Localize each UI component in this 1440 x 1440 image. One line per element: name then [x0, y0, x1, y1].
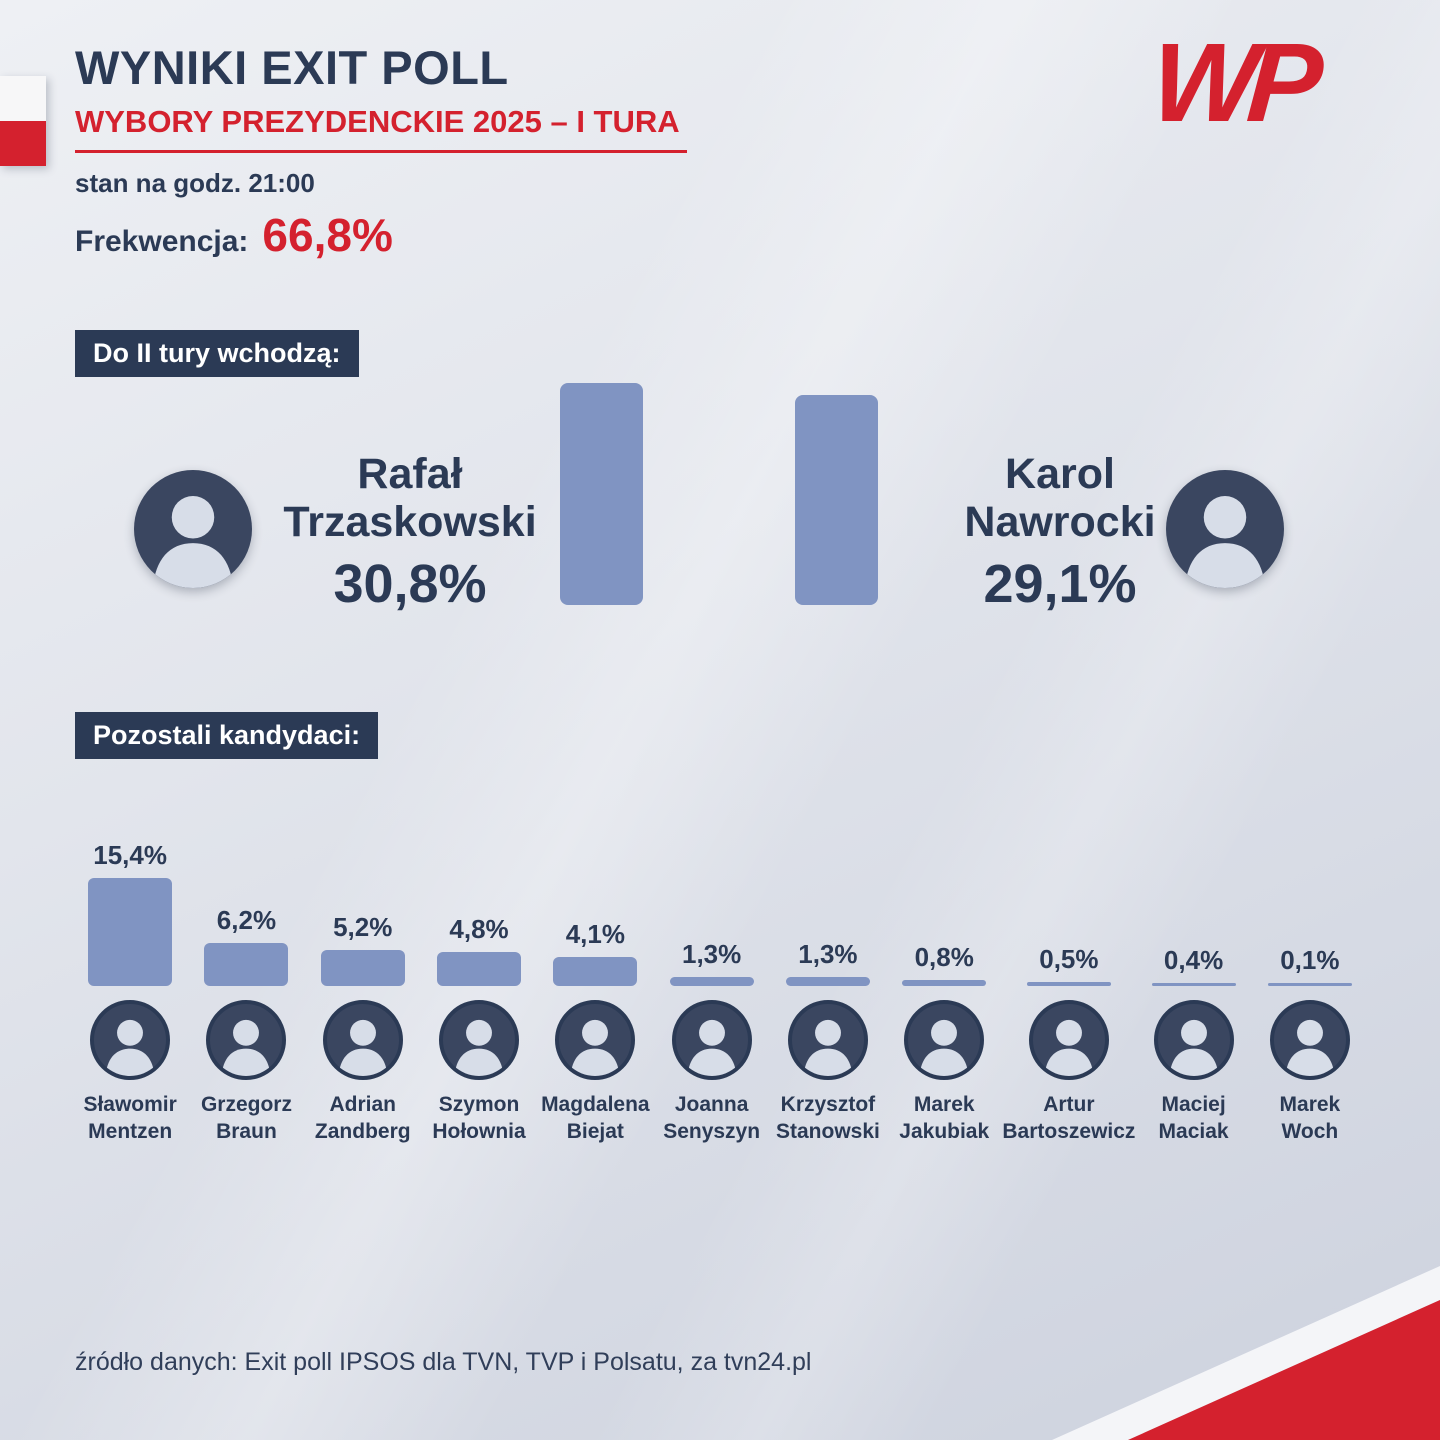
candidate-column: 0,1% Marek Woch: [1252, 834, 1368, 1146]
candidate-photo: [1028, 1000, 1109, 1080]
candidate-bar: [204, 943, 289, 986]
source-note: źródło danych: Exit poll IPSOS dla TVN, …: [75, 1348, 812, 1376]
candidate-name: Maciej Maciak: [1158, 1093, 1229, 1143]
candidate-bar: [669, 977, 754, 986]
candidate-name: Krzysztof Stanowski: [775, 1093, 880, 1143]
candidate-pct: 4,1%: [565, 919, 625, 949]
candidate-column: 15,4% Sławomir Mentzen: [72, 834, 188, 1146]
candidate-column: 4,1% Magdalena Biejat: [537, 834, 653, 1146]
candidate-photo: [1153, 1000, 1234, 1080]
candidate-photo: [1269, 1000, 1350, 1080]
finalist-first-name: Rafał: [357, 450, 463, 498]
candidate-pct: 15,4%: [93, 840, 167, 870]
candidate-column: 0,5% Artur Bartoszewicz: [1002, 834, 1135, 1146]
candidate-photo: [787, 1000, 868, 1080]
candidate-pct: 0,8%: [914, 942, 974, 972]
status-time: stan na godz. 21:00: [75, 168, 315, 198]
candidate-name: Grzegorz Braun: [200, 1093, 292, 1143]
finalist-first-name: Karol: [1005, 450, 1115, 498]
photo-trzaskowski: [134, 470, 252, 588]
candidate-name: Adrian Zandberg: [314, 1093, 411, 1143]
candidate-bar: [1151, 983, 1236, 986]
candidate-name: Marek Woch: [1279, 1093, 1341, 1143]
wp-logo: WP: [1147, 20, 1317, 145]
flag-red-band: [0, 121, 46, 166]
finalist-percentage: 30,8%: [333, 554, 487, 615]
candidate-bar: [1267, 983, 1352, 986]
candidate-column: 0,4% Maciej Maciak: [1135, 834, 1251, 1146]
candidate-name: Marek Jakubiak: [899, 1093, 990, 1143]
candidate-column: 4,8% Szymon Hołownia: [421, 834, 537, 1146]
finalists-badge: Do II tury wchodzą:: [75, 330, 359, 377]
candidate-photo: [206, 1000, 287, 1080]
subtitle-underline: [75, 150, 687, 153]
candidate-photo: [671, 1000, 752, 1080]
candidate-pct: 4,8%: [449, 914, 509, 944]
others-badge: Pozostali kandydaci:: [75, 712, 379, 759]
finalist-name-nawrocki: Karol Nawrocki 29,1%: [938, 450, 1182, 615]
candidate-pct: 0,1%: [1280, 945, 1340, 975]
turnout: Frekwencja: 66,8%: [75, 208, 393, 262]
candidate-column: 6,2% Grzegorz Braun: [188, 834, 304, 1146]
flag-white-band: [0, 76, 46, 121]
candidate-pct: 0,5%: [1039, 944, 1099, 974]
turnout-value: 66,8%: [262, 209, 393, 261]
candidate-pct: 5,2%: [333, 912, 393, 942]
candidate-column: 1,3% Krzysztof Stanowski: [770, 834, 886, 1146]
finalist-last-name: Nawrocki: [964, 498, 1156, 547]
candidate-photo: [904, 1000, 985, 1080]
candidate-name: Artur Bartoszewicz: [1002, 1093, 1136, 1143]
poland-flag: [0, 76, 46, 166]
bar-trzaskowski: [560, 383, 643, 605]
candidate-name: Magdalena Biejat: [541, 1093, 650, 1143]
background-stripe: [454, 0, 1440, 1440]
candidate-pct: 0,4%: [1163, 945, 1224, 975]
subtitle: WYBORY PREZYDENCKIE 2025 – I TURA: [75, 104, 680, 139]
candidate-column: 1,3% Joanna Senyszyn: [653, 834, 769, 1146]
candidate-pct: 6,2%: [216, 905, 277, 935]
finalist-last-name: Trzaskowski: [283, 498, 537, 547]
turnout-label: Frekwencja:: [75, 225, 249, 258]
finalist-percentage: 29,1%: [983, 554, 1137, 615]
page-title: WYNIKI EXIT POLL: [75, 41, 509, 94]
candidate-name: Szymon Hołownia: [432, 1093, 526, 1143]
photo-nawrocki: [1166, 470, 1284, 588]
candidate-bar: [1026, 982, 1111, 986]
candidate-name: Sławomir Mentzen: [83, 1093, 177, 1143]
bar-nawrocki: [795, 395, 878, 605]
candidate-photo: [555, 1000, 636, 1080]
candidate-bar: [785, 977, 870, 986]
candidate-photo: [90, 1000, 171, 1080]
candidate-bar: [88, 878, 173, 986]
candidate-pct: 1,3%: [798, 939, 858, 969]
candidate-bar: [553, 957, 638, 986]
finalist-name-trzaskowski: Rafał Trzaskowski 30,8%: [268, 450, 552, 615]
candidate-bar: [320, 950, 405, 986]
candidate-name: Joanna Senyszyn: [663, 1093, 761, 1143]
candidate-column: 0,8% Marek Jakubiak: [886, 834, 1002, 1146]
candidate-pct: 1,3%: [681, 939, 742, 969]
candidate-bar: [437, 952, 522, 986]
others-chart: 15,4% Sławomir Mentzen 6,2% Grzegorz Bra…: [72, 834, 1368, 1146]
candidate-photo: [439, 1000, 520, 1080]
candidate-photo: [322, 1000, 403, 1080]
candidate-column: 5,2% Adrian Zandberg: [305, 834, 421, 1146]
candidate-bar: [902, 980, 987, 986]
